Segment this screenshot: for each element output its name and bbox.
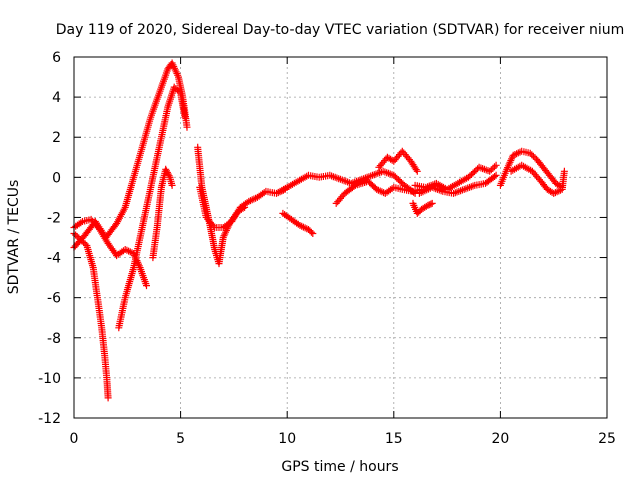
y-tick-label: 6 xyxy=(52,50,61,66)
y-axis-label: SDTVAR / TECUs xyxy=(6,180,22,295)
y-tick-label: -4 xyxy=(47,251,61,267)
y-tick-label: -8 xyxy=(47,331,61,347)
y-tick-label: -2 xyxy=(47,210,61,226)
x-tick-label: 10 xyxy=(278,431,296,447)
y-tick-label: -10 xyxy=(38,371,61,387)
x-tick-label: 25 xyxy=(598,431,616,447)
y-tick-label: 0 xyxy=(52,170,61,186)
x-tick-label: 20 xyxy=(491,431,509,447)
axis-ticks xyxy=(73,56,608,419)
chart-title: Day 119 of 2020, Sidereal Day-to-day VTE… xyxy=(56,22,625,38)
tick-labels: 0 5 10 15 20 25 -12 -10 -8 -6 -4 -2 0 2 4 6 xyxy=(38,50,616,447)
x-axis-label: GPS time / hours xyxy=(281,459,398,475)
x-tick-label: 0 xyxy=(70,431,79,447)
plot-frame xyxy=(73,56,608,419)
x-tick-label: 5 xyxy=(176,431,185,447)
x-tick-label: 15 xyxy=(385,431,403,447)
y-tick-label: 4 xyxy=(52,90,61,106)
y-tick-label: -6 xyxy=(47,291,61,307)
y-tick-label: 2 xyxy=(52,130,61,146)
y-tick-label: -12 xyxy=(38,411,61,427)
